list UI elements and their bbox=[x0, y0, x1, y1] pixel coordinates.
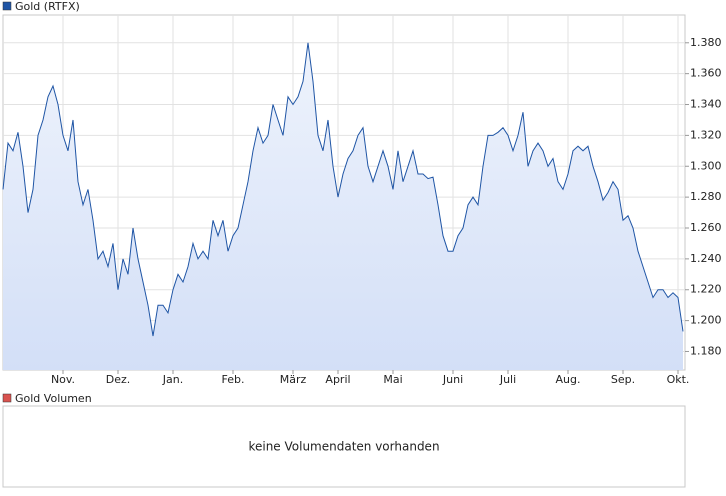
legend-swatch bbox=[2, 393, 12, 403]
x-tick-label: April bbox=[325, 373, 350, 386]
volume-frame bbox=[2, 405, 686, 488]
x-tick-label: Nov. bbox=[51, 373, 75, 386]
x-tick-label: Jan. bbox=[162, 373, 183, 386]
x-tick-label: Aug. bbox=[556, 373, 581, 386]
x-tick-label: März bbox=[280, 373, 307, 386]
x-tick-label: Sep. bbox=[611, 373, 635, 386]
y-tick-label: 1.340 bbox=[690, 98, 722, 111]
area-fill bbox=[3, 42, 683, 371]
y-tick-label: 1.360 bbox=[690, 67, 722, 80]
y-tick-label: 1.180 bbox=[690, 344, 722, 357]
legend-label: Gold Volumen bbox=[15, 392, 92, 405]
x-tick-label: Juli bbox=[499, 373, 516, 386]
y-tick-label: 1.240 bbox=[690, 252, 722, 265]
y-tick-label: 1.200 bbox=[690, 314, 722, 327]
x-tick-label: Juni bbox=[442, 373, 463, 386]
x-tick-label: Okt. bbox=[667, 373, 690, 386]
y-tick-label: 1.220 bbox=[690, 283, 722, 296]
x-tick-label: Mai bbox=[383, 373, 402, 386]
y-tick-label: 1.260 bbox=[690, 221, 722, 234]
y-tick-label: 1.320 bbox=[690, 128, 722, 141]
price-line bbox=[2, 42, 684, 337]
legend-swatch bbox=[2, 1, 12, 11]
x-tick-label: Dez. bbox=[106, 373, 131, 386]
x-tick-label: Feb. bbox=[222, 373, 245, 386]
y-tick-label: 1.280 bbox=[690, 190, 722, 203]
legend-label: Gold (RTFX) bbox=[15, 0, 80, 13]
y-tick-label: 1.380 bbox=[690, 36, 722, 49]
volume-message: keine Volumendaten vorhanden bbox=[248, 440, 439, 454]
y-tick-label: 1.300 bbox=[690, 159, 722, 172]
